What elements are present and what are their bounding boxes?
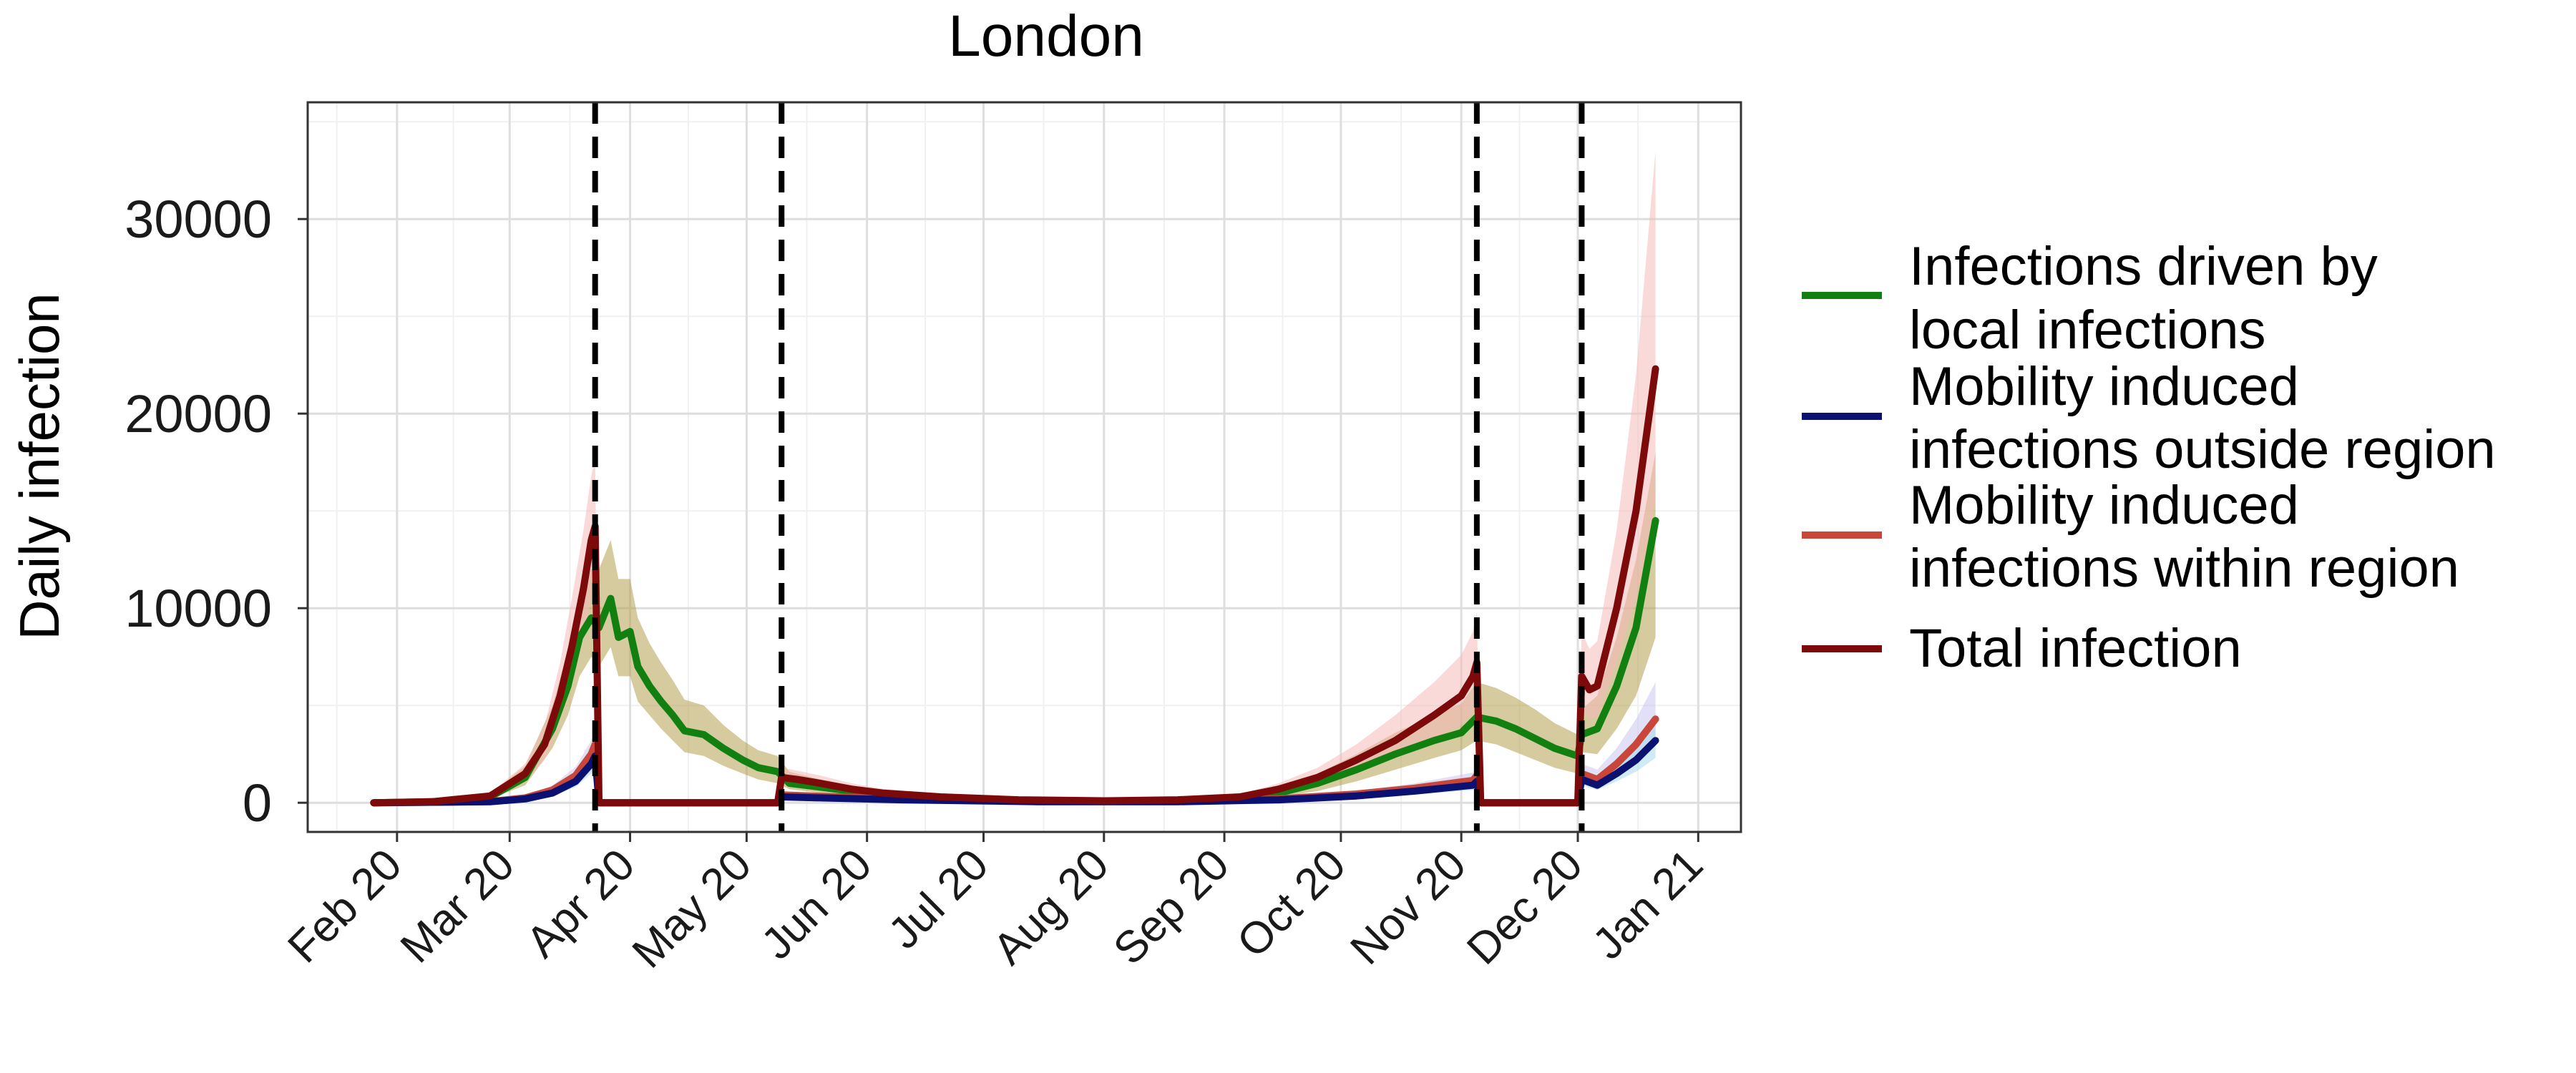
x-tick-label: Nov 20	[1341, 840, 1475, 974]
x-tick-label: Oct 20	[1228, 840, 1355, 967]
legend: Infections driven by local infectionsMobi…	[1802, 236, 2496, 679]
x-tick-label: Sep 20	[1104, 840, 1239, 974]
y-axis-label: Daily infection	[8, 293, 71, 640]
x-tick-label: Apr 20	[517, 840, 644, 967]
intervention-lines	[592, 102, 1585, 832]
x-tick-label: Feb 20	[278, 840, 411, 972]
y-axis-ticks: 0 10000 20000 30000	[125, 190, 308, 833]
y-tick-label: 10000	[125, 579, 272, 638]
plot-area	[306, 101, 1742, 833]
x-tick-label: Aug 20	[984, 840, 1118, 974]
series-lines	[370, 365, 1659, 807]
plot-border	[306, 101, 1742, 833]
x-tick-label: Jul 20	[879, 840, 998, 959]
confidence-band	[374, 452, 1656, 803]
x-tick-label: Mar 20	[391, 840, 524, 972]
legend-label: Mobility induced infections within region	[1909, 475, 2459, 599]
y-tick-label: 20000	[125, 384, 272, 444]
y-tick-label: 0	[243, 773, 272, 833]
x-tick-label: Dec 20	[1458, 840, 1592, 974]
y-tick-label: 30000	[125, 190, 272, 249]
legend-label: Mobility induced infections outside regio…	[1909, 356, 2496, 480]
x-tick-label: Jun 20	[752, 840, 881, 969]
x-tick-label: Jan 21	[1584, 840, 1712, 969]
confidence-bands	[374, 151, 1656, 803]
legend-label: Total infection	[1909, 618, 2242, 679]
legend-label: Infections driven by local infections	[1909, 236, 2378, 361]
series-line	[370, 365, 1659, 807]
chart-title: London	[948, 4, 1144, 69]
x-tick-label: May 20	[623, 840, 761, 978]
